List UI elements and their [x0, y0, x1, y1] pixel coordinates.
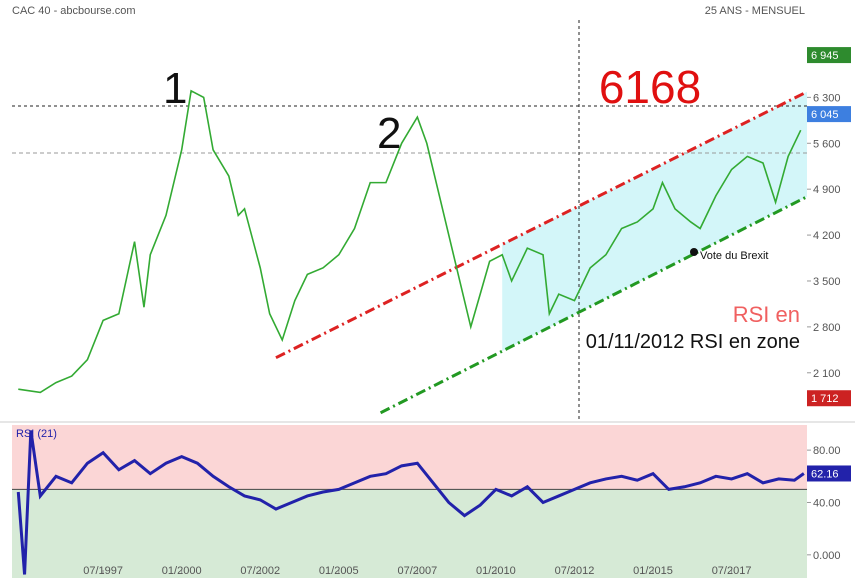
annotation: 1 [163, 64, 187, 113]
chart-title: CAC 40 - abcbourse.com [12, 5, 136, 17]
x-tick-label: 07/2012 [555, 565, 595, 577]
x-tick-label: 01/2005 [319, 565, 359, 577]
price-badge [807, 47, 851, 64]
y-tick-label: 4 900 [813, 184, 841, 196]
brexit-marker [690, 248, 698, 256]
x-tick-label: 01/2000 [162, 565, 202, 577]
price-badge-label: 6 945 [811, 50, 839, 62]
price-badge [807, 390, 851, 407]
annotation: RSI en [733, 302, 800, 327]
y-tick-label: 3 500 [813, 276, 841, 288]
series-line [18, 89, 802, 394]
rsi-title: RSI (21) [16, 428, 57, 440]
y-tick-label: 6 300 [813, 92, 841, 104]
x-tick-label: 07/2002 [240, 565, 280, 577]
resistance-label: 6168 [599, 61, 701, 113]
overbought-zone [12, 425, 807, 490]
rsi-badge [807, 465, 851, 482]
trendline [275, 90, 808, 360]
x-tick-label: 07/1997 [83, 565, 123, 577]
channel-fill [502, 91, 807, 352]
oversold-zone [12, 489, 807, 578]
x-tick-label: 01/2010 [476, 565, 516, 577]
annotation: 01/11/2012 RSI en zone [586, 331, 800, 353]
x-tick-label: 07/2017 [712, 565, 752, 577]
x-tick-label: 01/2015 [633, 565, 673, 577]
chart-subtitle: 25 ANS - MENSUEL [705, 5, 805, 17]
annotation: Vote du Brexit [700, 250, 769, 262]
annotation: 2 [377, 109, 401, 158]
y-tick-label: 4 200 [813, 230, 841, 242]
y-tick-label: 2 100 [813, 368, 841, 380]
price-badge-label: 1 712 [811, 393, 839, 405]
x-tick-label: 07/2007 [397, 565, 437, 577]
y-tick-label: 2 800 [813, 322, 841, 334]
y-tick-label: 80.00 [813, 445, 841, 457]
y-tick-label: 40.00 [813, 497, 841, 509]
y-tick-label: 0.000 [813, 550, 841, 562]
rsi-badge-label: 62.16 [811, 468, 839, 480]
y-tick-label: 5 600 [813, 138, 841, 150]
series-line [16, 430, 805, 575]
price-badge-label: 6 045 [811, 109, 839, 121]
price-badge [807, 106, 851, 123]
